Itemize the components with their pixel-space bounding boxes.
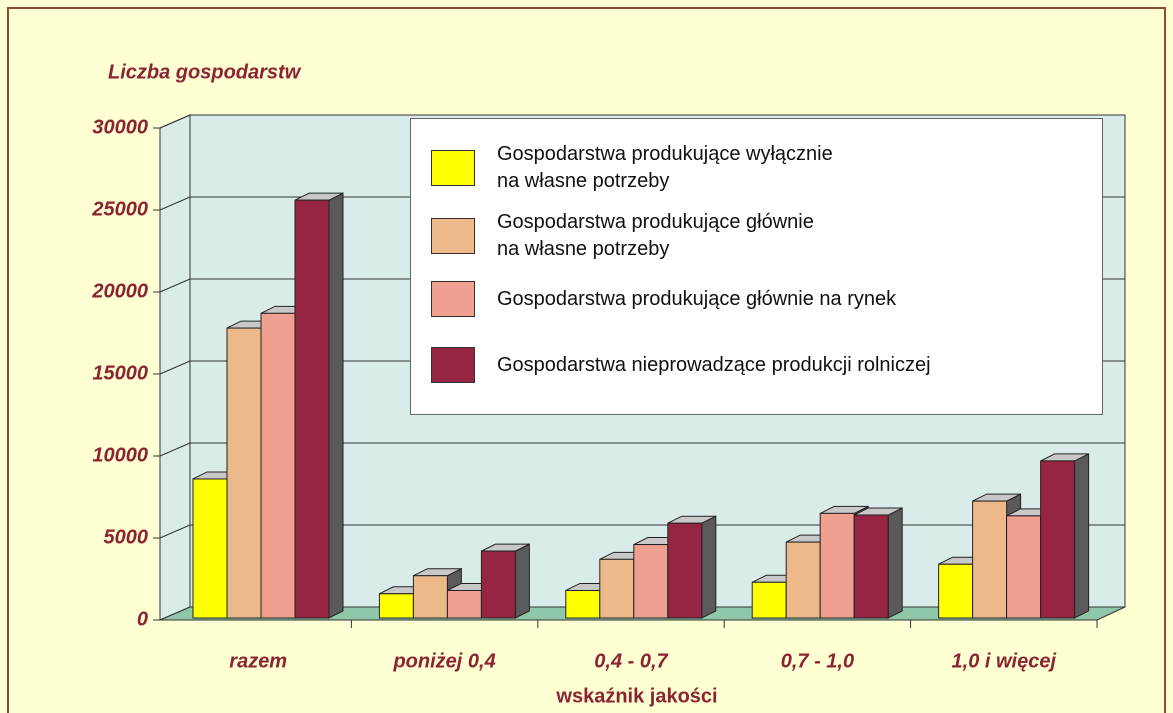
legend-swatch	[431, 347, 475, 383]
bar-side	[887, 507, 903, 619]
y-tick-label: 25000	[91, 198, 148, 220]
legend: Gospodarstwa produkujące wyłącznie na wł…	[410, 118, 1103, 415]
legend-swatch	[431, 150, 475, 186]
bar	[226, 327, 262, 619]
y-axis-title: Liczba gospodarstw	[108, 61, 302, 83]
bar-side	[514, 543, 530, 619]
x-tick-label: razem	[229, 650, 287, 672]
y-tick-label: 30000	[92, 116, 148, 138]
bar	[751, 581, 787, 619]
bar	[785, 541, 821, 619]
legend-swatch	[431, 218, 475, 254]
x-tick-label: 1,0 i więcej	[952, 650, 1057, 672]
grid-line	[159, 524, 191, 539]
bar	[1006, 515, 1042, 619]
grid-line	[159, 114, 191, 129]
bar-side	[701, 515, 717, 619]
y-tick-label: 15000	[92, 362, 148, 384]
x-tick-label: poniżej 0,4	[392, 650, 495, 672]
bar	[446, 589, 482, 619]
grid-line	[159, 360, 191, 375]
bar-side	[1074, 453, 1090, 619]
bar	[819, 512, 855, 619]
bar	[294, 199, 330, 619]
y-tick-label: 5000	[104, 526, 149, 548]
bar	[938, 563, 974, 619]
grid-line	[159, 278, 191, 293]
bar	[378, 593, 414, 619]
bar	[633, 544, 669, 619]
legend-label: Gospodarstwa produkujące głównie na włas…	[497, 211, 814, 260]
bar-side	[328, 192, 344, 619]
legend-swatch	[431, 281, 475, 317]
bar	[1040, 460, 1076, 619]
bar	[480, 550, 516, 619]
x-tick-label: 0,4 - 0,7	[594, 650, 668, 672]
x-tick-label: 0,7 - 1,0	[781, 650, 854, 672]
legend-label: Gospodarstwa produkujące wyłącznie na wł…	[497, 143, 833, 192]
bar	[412, 575, 448, 619]
bar	[667, 522, 703, 619]
legend-item: Gospodarstwa produkujące głównie na ryne…	[431, 281, 896, 317]
legend-item: Gospodarstwa produkujące głównie na włas…	[431, 209, 814, 263]
y-tick-label: 0	[137, 608, 148, 630]
bar	[565, 589, 601, 619]
bar	[853, 514, 889, 619]
legend-item: Gospodarstwa nieprowadzące produkcji rol…	[431, 347, 931, 383]
grid-line	[159, 442, 191, 457]
y-tick-label: 20000	[91, 280, 148, 302]
y-tick-label: 10000	[92, 444, 148, 466]
legend-item: Gospodarstwa produkujące wyłącznie na wł…	[431, 141, 833, 195]
legend-label: Gospodarstwa produkujące głównie na ryne…	[497, 287, 897, 310]
grid-line	[159, 196, 191, 211]
x-axis-title: wskaźnik jakości	[555, 685, 717, 707]
bar	[192, 478, 228, 619]
legend-label: Gospodarstwa nieprowadzące produkcji rol…	[497, 353, 931, 376]
bar	[972, 500, 1008, 619]
bar	[260, 312, 296, 619]
bar	[599, 558, 635, 619]
